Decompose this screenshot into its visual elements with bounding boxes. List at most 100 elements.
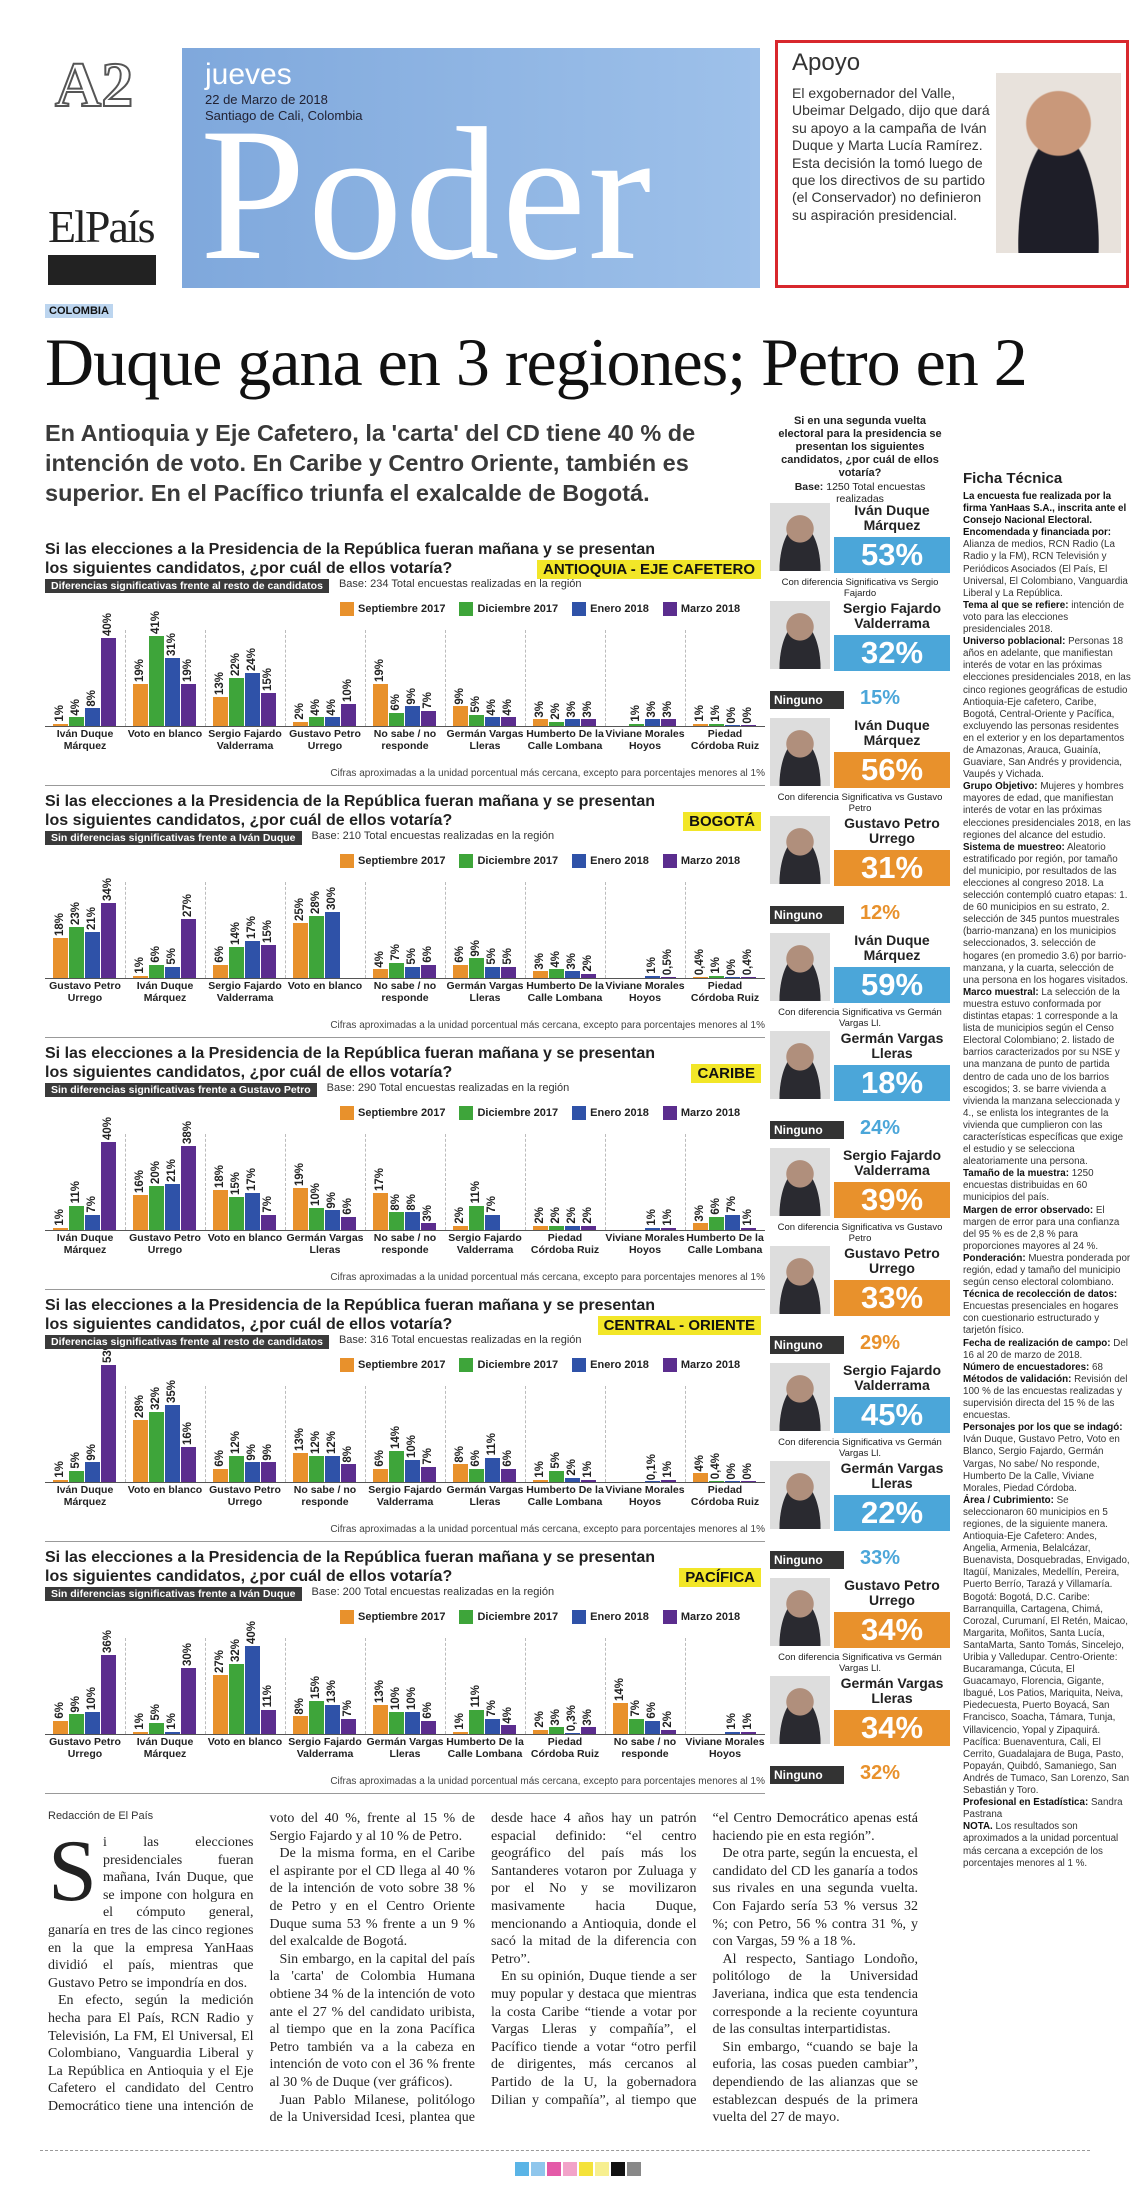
bar — [53, 1720, 68, 1734]
bar — [165, 1405, 180, 1482]
value-label: 7% — [422, 691, 434, 709]
apoyo-box: Apoyo El exgobernador del Valle, Ubeimar… — [775, 40, 1129, 288]
ficha-label: Encomendada y financiada por: — [963, 527, 1112, 539]
bar — [133, 1731, 148, 1734]
bar — [469, 1205, 484, 1230]
bar — [245, 673, 260, 726]
bar — [325, 912, 340, 978]
separator — [285, 882, 286, 978]
value-label: 5% — [166, 948, 178, 965]
significance-note: Sin diferencias significativas frente a … — [45, 1083, 317, 1097]
separator — [205, 630, 206, 726]
bar — [325, 1705, 340, 1734]
runoff-item: Sergio Fajardo Valderrama 39% Gustavo Petr… — [770, 1148, 950, 1363]
chart: 6% 9% 10% 36% 1% 5% 1% 30% 27% 32% 40% 11% 8% 15% 13% 7… — [45, 1548, 765, 1794]
bar — [581, 1225, 596, 1230]
bar — [725, 1214, 740, 1230]
value-label: 4% — [374, 950, 386, 968]
ficha-item: Profesional en Estadística: Sandra Pastr… — [963, 1797, 1131, 1821]
value-label: 6% — [374, 1450, 386, 1467]
bar — [293, 923, 308, 978]
value-label: 17% — [246, 1167, 258, 1191]
separator — [685, 1134, 686, 1230]
bar — [229, 1197, 244, 1230]
paragraph: De la misma forma, en el Caribe el aspir… — [269, 1846, 476, 1950]
legend-label: Diciembre 2017 — [477, 855, 559, 867]
bar — [725, 1481, 740, 1482]
bar — [741, 1731, 756, 1734]
ficha-text: Del 16 al 20 de marzo de 2018. — [963, 1337, 1128, 1361]
value-label: 4% — [70, 698, 82, 716]
category-label: Iván Duque Márquez — [56, 728, 114, 752]
value-label: 34% — [102, 878, 114, 902]
bar — [181, 1146, 196, 1230]
bar — [229, 1455, 244, 1482]
bar — [581, 973, 596, 978]
bar — [101, 1365, 116, 1482]
bar — [181, 918, 196, 978]
none-value: 24% — [860, 1117, 901, 1139]
value-label: 2% — [534, 1206, 546, 1224]
bar — [725, 725, 740, 726]
value-label: 7% — [86, 1195, 98, 1213]
category-label: Germán Vargas Lleras — [446, 1484, 524, 1508]
ficha-item: NOTA. Los resultados son aproximados a l… — [963, 1821, 1131, 1869]
rule — [40, 2150, 1090, 2151]
ficha-item: Área / Cubrimiento: Se seleccionaron 60 … — [963, 1495, 1131, 1797]
swatch — [579, 2162, 593, 2176]
photo — [770, 1578, 830, 1646]
runoff-item: Sergio Fajardo Valderrama 45% Germán Varga… — [770, 1363, 950, 1578]
value-label: 32% — [150, 1386, 162, 1410]
value-label: 1% — [694, 705, 706, 722]
separator — [685, 1386, 686, 1482]
value-label: 4% — [502, 698, 514, 716]
category-label: Piedad Córdoba Ruiz — [530, 1232, 600, 1256]
significance-note: Con diferencia Significativa vs Germán V… — [778, 1652, 942, 1674]
bar — [389, 1451, 404, 1482]
bar — [501, 717, 516, 726]
subhead: En Antioquia y Eje Cafetero, la 'carta' … — [45, 420, 696, 506]
bar — [373, 969, 388, 978]
category-label: Viviane Morales Hoyos — [605, 980, 685, 1004]
value-label: 6% — [214, 946, 226, 963]
ficha-label: Técnica de recolección de datos: — [963, 1289, 1118, 1301]
separator — [285, 630, 286, 726]
value-label: 4% — [694, 1454, 706, 1472]
legend-swatch — [459, 1106, 474, 1120]
category-label: Humberto De la Calle Lombana — [686, 1232, 764, 1256]
bar — [149, 1411, 164, 1482]
photo — [770, 933, 830, 1001]
separator — [445, 1638, 446, 1734]
bar — [101, 638, 116, 726]
separator — [205, 1134, 206, 1230]
bar — [309, 717, 324, 726]
category-label: Viviane Morales Hoyos — [605, 728, 685, 752]
bar — [661, 1479, 676, 1482]
apoyo-title: Apoyo — [792, 49, 861, 76]
legend-item: Enero 2018 — [572, 1358, 649, 1372]
value-label: 8% — [406, 1193, 418, 1211]
color-bar — [515, 2162, 641, 2176]
bar — [453, 706, 468, 726]
value-label: 0,4% — [694, 948, 706, 976]
paragraph: De otra parte, según la encuesta, el can… — [712, 1846, 919, 1950]
significance-note: Con diferencia Significativa vs Gustavo … — [777, 792, 943, 814]
category-label: Sergio Fajardo Valderrama — [208, 728, 282, 752]
apoyo-text: El exgobernador del Valle, Ubeimar Delga… — [792, 85, 990, 223]
bar — [69, 927, 84, 978]
region-tag: CARIBE — [691, 1064, 761, 1083]
value-label: 3% — [534, 700, 546, 718]
percentage: 39% — [834, 1182, 950, 1218]
value-label: 4% — [310, 698, 322, 716]
value-label: 27% — [214, 1649, 226, 1673]
bar — [549, 1727, 564, 1734]
chart: 18% 23% 21% 34% 1% 6% 5% 27% 6% 14% 17% 15% 25% 28% 30… — [45, 792, 765, 1038]
category-label: Voto en blanco — [127, 728, 203, 740]
legend-swatch — [572, 854, 587, 868]
value-label: 0% — [726, 959, 738, 976]
candidate-name: Gustavo Petro Urrego — [844, 1577, 940, 1608]
value-label: 23% — [70, 902, 82, 926]
swatch — [515, 2162, 529, 2176]
ficha-text: La selección de la muestra estuvo confor… — [963, 986, 1124, 1168]
value-label: 2% — [534, 1710, 546, 1728]
